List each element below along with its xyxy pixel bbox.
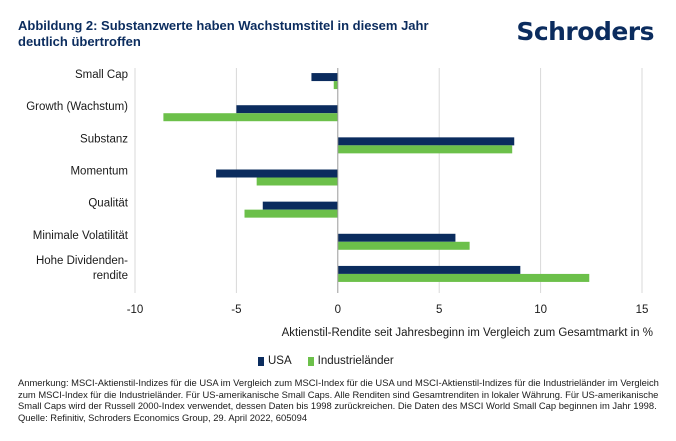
bar-usa-5 <box>337 233 456 242</box>
bar-industrielaender-6 <box>337 273 590 282</box>
bar-industrielaender-5 <box>337 241 470 250</box>
x-tick-label-5: 15 <box>636 304 649 316</box>
legend-item-usa: USA <box>258 355 292 367</box>
bar-industrielaender-2 <box>337 145 513 154</box>
legend: USA Industrieländer <box>258 355 404 367</box>
x-tick-label-4: 10 <box>534 304 547 316</box>
category-label-1: Growth (Wachstum) <box>26 101 128 113</box>
legend-swatch-usa <box>258 356 264 366</box>
bar-usa-6 <box>337 265 521 274</box>
bar-industrielaender-1 <box>163 113 338 122</box>
bar-industrielaender-3 <box>256 177 338 186</box>
category-label-2: Substanz <box>80 133 128 145</box>
bar-usa-4 <box>262 201 338 210</box>
category-label-0: Small Cap <box>75 69 128 81</box>
x-tick-label-3: 5 <box>436 304 442 316</box>
x-tick-label-0: -10 <box>127 304 144 316</box>
legend-label-usa: USA <box>268 355 292 367</box>
bar-usa-2 <box>337 137 515 146</box>
legend-swatch-industrielaender <box>307 356 314 366</box>
category-label-4: Qualität <box>88 198 128 210</box>
category-label-6: Hohe Dividenden-rendite <box>36 255 128 282</box>
bar-usa-0 <box>311 73 338 82</box>
bar-industrielaender-0 <box>333 81 338 90</box>
x-tick-label-2: 0 <box>335 304 341 316</box>
schroders-logo: Schroders <box>516 17 654 46</box>
x-axis-label: Aktienstil-Rendite seit Jahresbeginn im … <box>282 327 653 339</box>
bar-chart: Small Cap Growth (Wachstum) Substanz Moment… <box>26 68 653 339</box>
bar-usa-1 <box>236 105 338 114</box>
legend-label-industrielaender: Industrieländer <box>317 355 394 367</box>
bar-usa-3 <box>216 169 338 178</box>
category-label-3: Momentum <box>70 166 128 178</box>
category-label-5: Minimale Volatilität <box>33 230 129 242</box>
legend-item-industrielaender: Industrieländer <box>307 355 394 367</box>
footnote: Anmerkung: MSCI-Aktienstil-Indizes für d… <box>18 377 659 423</box>
chart-title: Abbildung 2: Substanzwerte haben Wachstu… <box>18 18 429 49</box>
x-tick-label-1: -5 <box>231 304 241 316</box>
bar-industrielaender-4 <box>244 209 338 218</box>
